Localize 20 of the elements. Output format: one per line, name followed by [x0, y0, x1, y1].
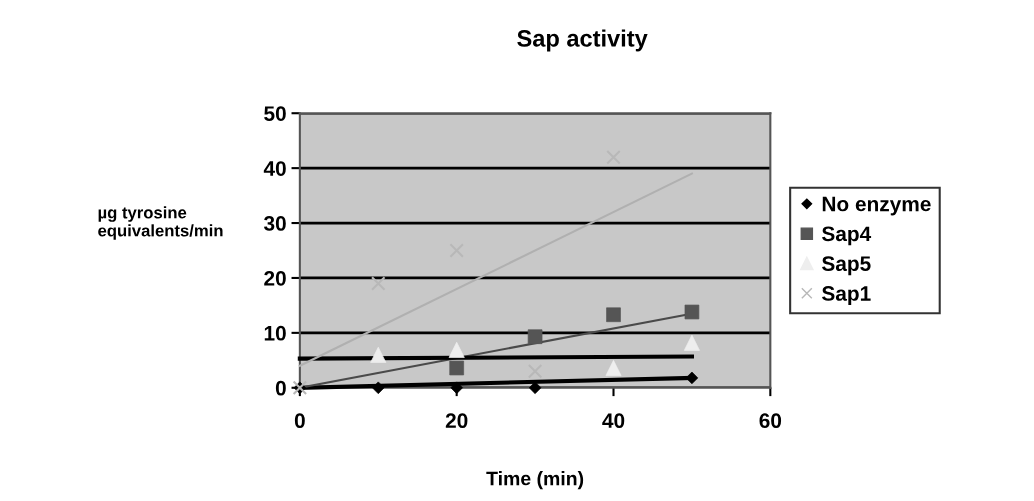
- y-tick-label: 30: [263, 216, 286, 231]
- point: [370, 276, 386, 291]
- y-tick-label: 50: [264, 106, 286, 121]
- x-axis-title: Time (min): [486, 471, 584, 490]
- point: [606, 149, 621, 165]
- legend-label: No enzyme: [822, 196, 931, 216]
- legend-label: Sap1: [822, 286, 871, 305]
- x-tick-label: 60: [759, 413, 782, 429]
- x-tick-label: 40: [602, 413, 625, 429]
- x-tick-label: 0: [294, 413, 305, 429]
- point: [527, 364, 543, 379]
- y-axis-title: µg tyrosine equivalents/min: [98, 206, 223, 240]
- legend-label: Sap4: [822, 226, 872, 246]
- x-tick-label: 20: [445, 413, 468, 429]
- y-tick-label: 10: [264, 325, 286, 341]
- y-tick-label: 20: [264, 270, 286, 286]
- y-tick-label: 40: [263, 161, 286, 176]
- legend-label: Sap5: [822, 256, 871, 276]
- y-tick-label: 0: [275, 380, 286, 396]
- chart-title: Sap activity: [517, 29, 648, 52]
